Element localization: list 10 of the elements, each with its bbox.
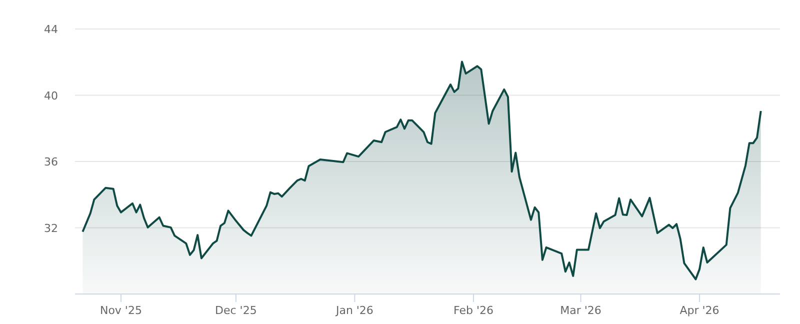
x-tick-label: Feb '26 — [453, 304, 494, 317]
y-tick-label: 36 — [44, 156, 58, 168]
y-tick-label: 44 — [44, 23, 58, 36]
y-tick-label: 40 — [44, 89, 58, 102]
x-tick-label: Apr '26 — [680, 304, 720, 317]
x-tick-label: Nov '25 — [100, 304, 142, 317]
x-tick-label: Mar '26 — [560, 304, 602, 317]
x-tick-label: Jan '26 — [334, 304, 374, 317]
x-tick-label: Dec '25 — [215, 304, 257, 317]
y-tick-label: 32 — [44, 222, 58, 235]
